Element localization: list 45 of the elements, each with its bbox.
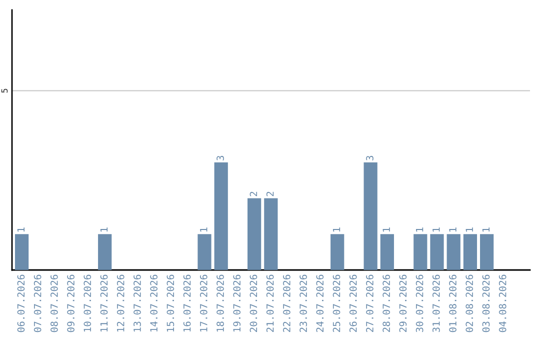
data-label: 2	[250, 192, 258, 196]
x-tick-label: 26.07.2026	[349, 274, 357, 332]
x-tick-label: 12.07.2026	[116, 274, 124, 332]
data-label: 1	[100, 228, 108, 232]
x-tick-label: 13.07.2026	[134, 274, 141, 332]
data-label: 1	[449, 228, 456, 232]
x-tick-label: 14.07.2026	[150, 274, 158, 332]
x-tick-label: 28.07.2026	[382, 274, 390, 332]
x-tick-label: 08.07.2026	[50, 274, 58, 332]
x-tick-label: 27.07.2026	[366, 274, 374, 332]
x-tick-label: 22.07.2026	[283, 274, 290, 332]
data-label: 1	[416, 228, 424, 232]
x-tick-label: 23.07.2026	[300, 274, 307, 332]
x-tick-label: 17.07.2026	[200, 274, 208, 332]
x-tick-label: 19.07.2026	[233, 274, 241, 332]
data-label: 1	[432, 228, 440, 232]
x-tick-label: 15.07.2026	[166, 274, 174, 332]
data-label: 1	[332, 228, 340, 232]
x-tick-label: 11.07.2026	[100, 274, 108, 332]
x-tick-label: 09.07.2026	[67, 274, 74, 332]
data-label: 3	[366, 156, 374, 160]
data-label: 1	[482, 228, 490, 232]
data-label: 1	[200, 228, 208, 232]
y-tick-label: 5	[1, 88, 8, 93]
x-tick-label: 03.08.2026	[482, 274, 490, 332]
data-label: 1	[17, 228, 25, 232]
x-tick-label: 30.07.2026	[416, 274, 424, 332]
x-tick-label: 16.07.2026	[183, 274, 191, 332]
x-tick-label: 02.08.2026	[466, 274, 474, 332]
x-tick-label: 18.07.2026	[216, 274, 224, 332]
x-tick-label: 01.08.2026	[449, 274, 456, 332]
x-tick-label: 31.07.2026	[432, 274, 440, 332]
x-tick-label: 07.07.2026	[34, 274, 42, 332]
x-tick-label: 04.08.2026	[498, 274, 506, 332]
data-label: 3	[216, 156, 224, 160]
x-tick-label: 24.07.2026	[316, 274, 324, 332]
x-tick-label: 06.07.2026	[17, 274, 25, 332]
x-tick-label: 21.07.2026	[266, 274, 274, 332]
data-label: 1	[382, 228, 390, 232]
x-tick-label: 10.07.2026	[84, 274, 92, 332]
x-tick-label: 20.07.2026	[250, 274, 258, 332]
x-tick-label: 25.07.2026	[332, 274, 340, 332]
x-tick-label: 29.07.2026	[399, 274, 407, 332]
data-label: 1	[466, 228, 473, 232]
data-label: 2	[266, 192, 274, 196]
